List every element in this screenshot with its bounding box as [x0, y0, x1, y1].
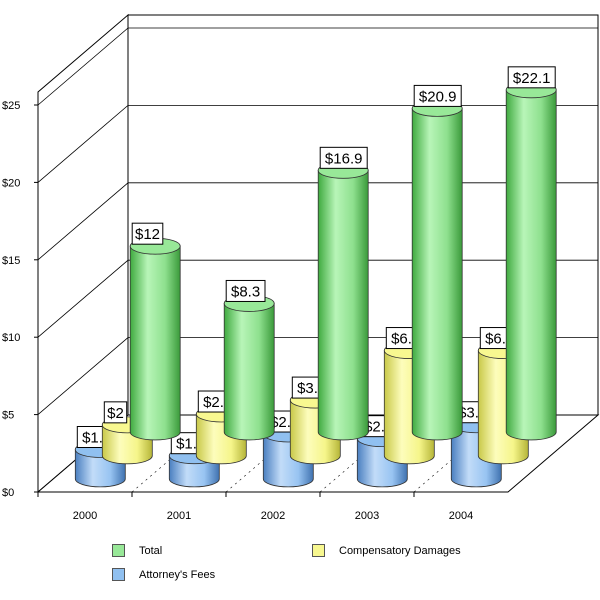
x-tick-label: 2002: [261, 510, 285, 522]
data-label: $12: [135, 226, 160, 243]
legend-swatch: [312, 544, 325, 557]
bar: $8.3: [223, 279, 275, 441]
legend-item-compensatory-damages: Compensatory Damages: [312, 544, 461, 557]
legend-swatch: [112, 544, 125, 557]
legend-item-total: Total: [112, 544, 162, 557]
data-label: $20.9: [419, 88, 457, 105]
y-tick-label: $0: [2, 487, 14, 499]
cylinder-body: [168, 455, 220, 488]
data-label: $2: [107, 405, 124, 422]
data-label-box: [319, 146, 368, 169]
floor-divider: [225, 414, 317, 493]
x-tick-label: 2000: [73, 510, 97, 522]
x-tick-label: 2003: [355, 510, 379, 522]
plot-area: $1.9 $1.5$2.9 $2.6$3.5$2$2.7$3.6$6.8 $6.8$1…: [74, 66, 557, 488]
data-label: $22.1: [513, 70, 551, 87]
data-label-box: [413, 84, 462, 107]
floor-divider: [413, 414, 505, 493]
legend: Total Compensatory Damages Attorney's Fe…: [108, 538, 548, 588]
y-axis: $0 $5 $10 $15 $20 $25: [2, 100, 38, 499]
data-label-box: [507, 66, 556, 89]
bar: $22.1: [505, 66, 557, 441]
bar: $16.9: [317, 146, 369, 441]
floor-divider: [319, 414, 411, 493]
y-tick-label: $10: [2, 332, 20, 344]
cylinder-body: [129, 245, 181, 441]
gridline-side: [37, 259, 129, 338]
gridline-side: [37, 105, 129, 183]
x-tick-label: 2001: [167, 510, 191, 522]
bar: $12: [129, 222, 181, 441]
y-tick-label: $5: [2, 410, 14, 422]
cylinder-body: [505, 89, 557, 441]
cylinder-body: [411, 108, 463, 441]
data-label-box: [131, 222, 164, 245]
legend-label: Total: [139, 544, 163, 557]
legend-swatch: [112, 568, 125, 581]
y-tick-label: $20: [2, 177, 20, 189]
data-label: $8.3: [231, 283, 260, 300]
gridline-side: [37, 27, 129, 106]
y-tick-label: $15: [2, 255, 20, 267]
y-tick-label: $25: [2, 100, 20, 112]
cylinder-body: [317, 169, 369, 441]
data-label-box: [103, 401, 128, 424]
data-label: $16.9: [325, 150, 363, 167]
legend-item-attorneys-fees: Attorney's Fees: [112, 568, 215, 581]
data-label-box: [225, 279, 266, 302]
cylinder-body: [223, 303, 275, 441]
gridline-side: [37, 182, 129, 261]
x-tick-label: 2004: [449, 510, 473, 522]
floor-divider: [37, 414, 129, 493]
floor-divider: [131, 414, 223, 493]
gridline-side: [37, 337, 129, 415]
bar: $20.9: [411, 84, 463, 441]
x-axis: 2000 2001 2002 2003 2004: [37, 492, 473, 522]
legend-label: Attorney's Fees: [139, 568, 216, 581]
legend-label: Compensatory Damages: [339, 544, 461, 557]
